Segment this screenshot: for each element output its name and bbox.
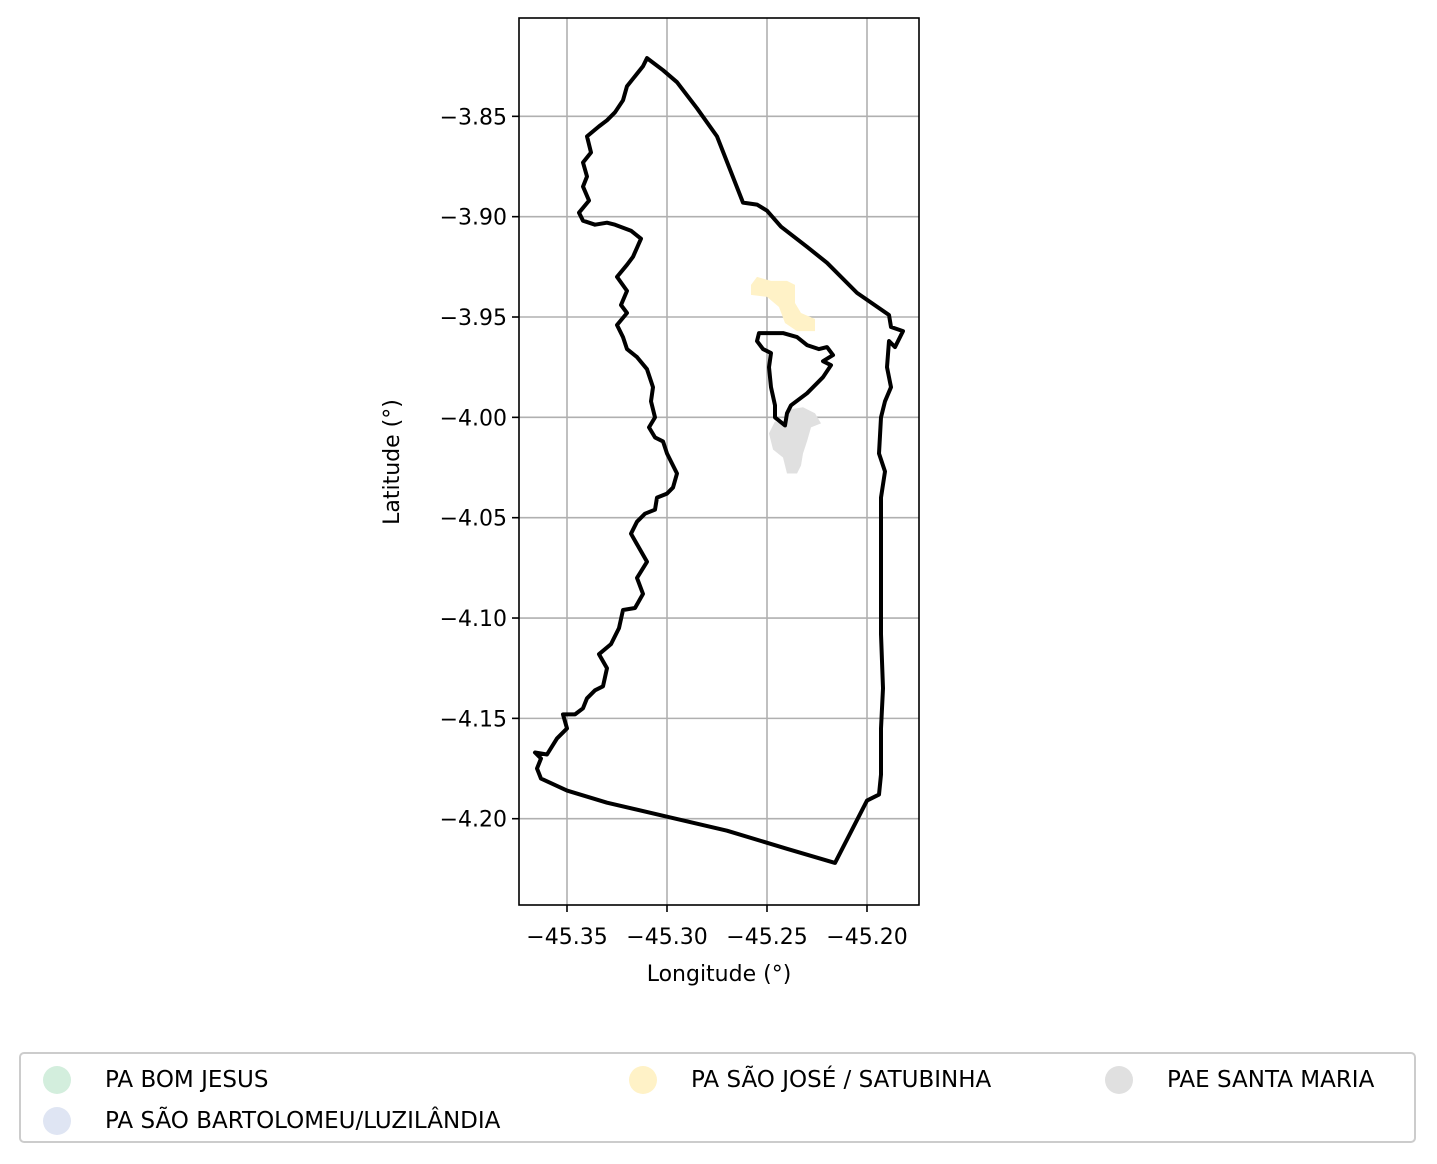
legend-marker-icon xyxy=(1105,1066,1133,1094)
y-tick-label: −4.05 xyxy=(440,507,507,532)
grid-lines xyxy=(519,18,919,905)
legend-marker-icon xyxy=(629,1066,657,1094)
x-axis-ticks: −45.35 −45.30 −45.25 −45.20 xyxy=(526,905,908,950)
region-fills xyxy=(751,276,821,474)
legend-item-pa-sao-jose: PA SÃO JOSÉ / SATUBINHA xyxy=(629,1065,991,1095)
x-tick-label: −45.35 xyxy=(526,925,607,950)
y-tick-label: −3.90 xyxy=(440,206,507,231)
region-polygon xyxy=(751,276,815,332)
y-tick-label: −3.85 xyxy=(440,105,507,130)
legend-label: PA SÃO BARTOLOMEU/LUZILÂNDIA xyxy=(105,1108,501,1134)
y-tick-label: −4.00 xyxy=(440,406,507,431)
legend-label: PA SÃO JOSÉ / SATUBINHA xyxy=(691,1067,992,1093)
y-tick-label: −4.15 xyxy=(440,707,507,732)
x-axis-label: Longitude (°) xyxy=(647,962,792,987)
x-tick-label: −45.20 xyxy=(826,925,907,950)
boundary-outline xyxy=(533,56,905,865)
legend-marker-icon xyxy=(43,1107,71,1135)
boundary-hole-outline xyxy=(755,331,835,428)
legend: PA BOM JESUS PA SÃO BARTOLOMEU/LUZILÂNDI… xyxy=(19,1052,1416,1143)
y-tick-label: −3.95 xyxy=(440,306,507,331)
y-axis-ticks: −3.85 −3.90 −3.95 −4.00 −4.05 −4.10 −4.15 −4.20 xyxy=(440,105,519,833)
plot-frame xyxy=(518,17,920,906)
legend-item-pae-santa-maria: PAE SANTA MARIA xyxy=(1105,1065,1374,1095)
y-tick-label: −4.10 xyxy=(440,607,507,632)
y-tick-label: −4.20 xyxy=(440,808,507,833)
municipality-boundary xyxy=(533,56,905,865)
legend-item-pa-sao-bartolomeu: PA SÃO BARTOLOMEU/LUZILÂNDIA xyxy=(43,1106,500,1136)
region-polygon xyxy=(769,407,821,474)
legend-label: PAE SANTA MARIA xyxy=(1167,1067,1375,1093)
y-axis-label: Latitude (°) xyxy=(380,399,405,525)
legend-item-pa-bom-jesus: PA BOM JESUS xyxy=(43,1065,268,1095)
legend-label: PA BOM JESUS xyxy=(105,1067,269,1093)
x-tick-label: −45.25 xyxy=(726,925,807,950)
x-tick-label: −45.30 xyxy=(626,925,707,950)
legend-marker-icon xyxy=(43,1066,71,1094)
